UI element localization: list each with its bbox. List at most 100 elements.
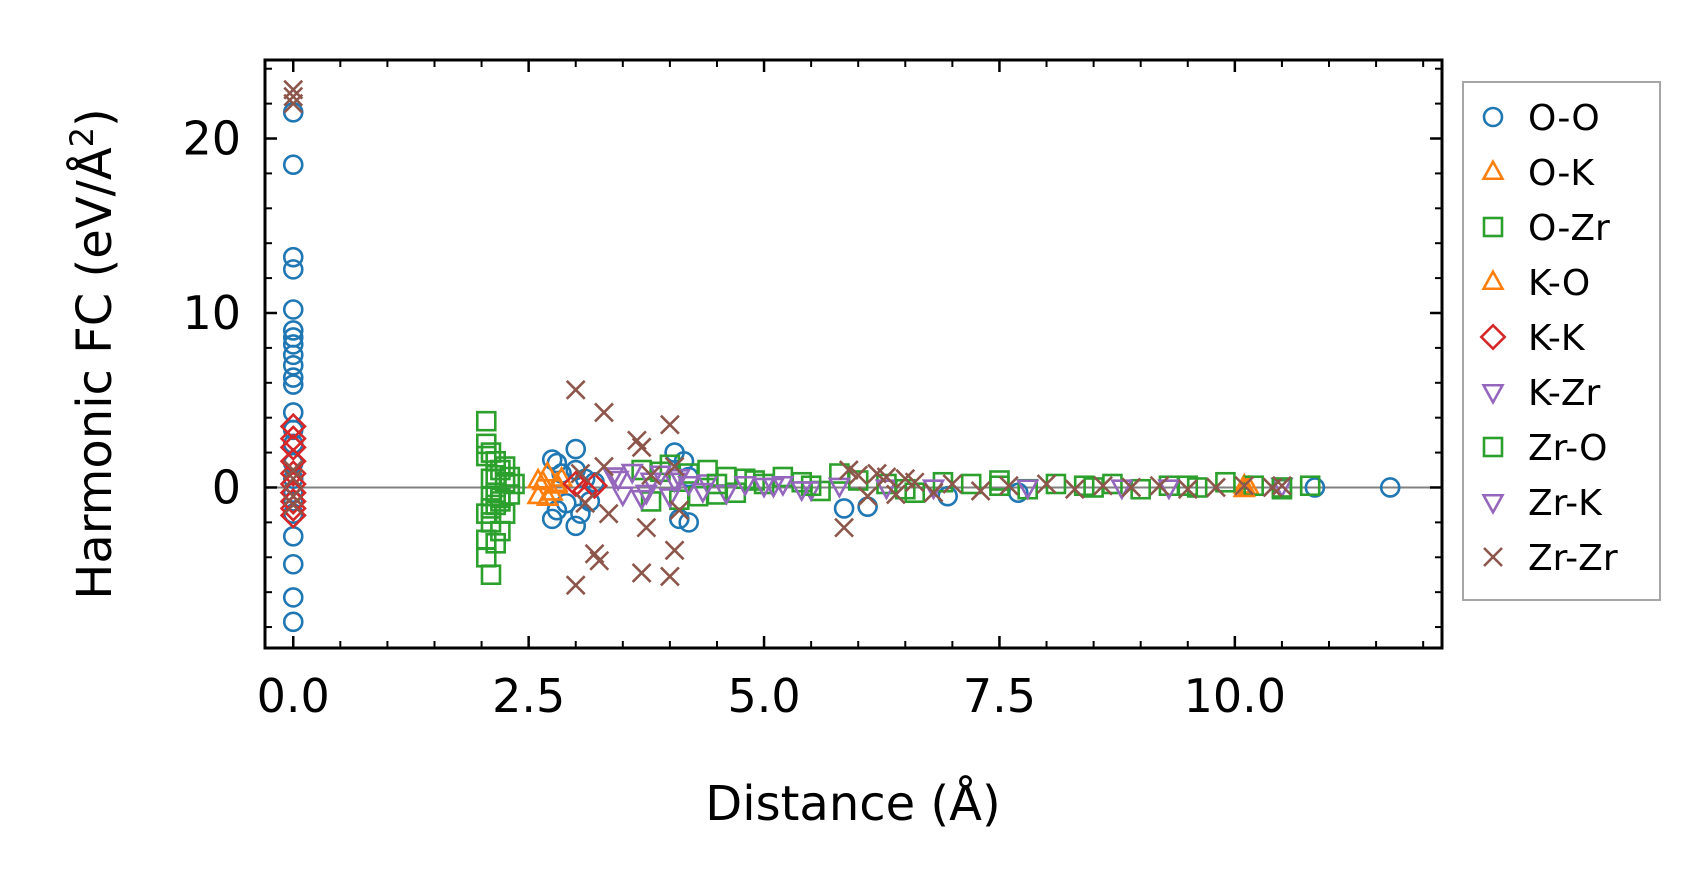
legend-label: K-O (1528, 263, 1590, 304)
legend-item-o-k: O-K (1481, 153, 1595, 194)
series-k-o (526, 467, 1256, 506)
point-k-zr (611, 486, 635, 508)
legend-item-o-zr: O-Zr (1482, 208, 1610, 249)
point-zr-zr (631, 437, 652, 458)
point-zr-zr (1234, 475, 1255, 496)
point-o-o (565, 438, 587, 460)
axes-layer (263, 58, 1444, 650)
ticks-layer: 0.0 2.5 5.0 7.5 10.0 0 10 20 (182, 60, 1442, 723)
point-o-zr (475, 410, 497, 432)
point-zr-zr (565, 379, 586, 400)
point-o-o (282, 374, 304, 395)
y-axis-title-main: Harmonic FC (eV/Å (66, 147, 123, 600)
point-k-zr (733, 475, 757, 498)
series-zr-o (475, 445, 1293, 519)
point-zr-o (490, 487, 511, 509)
point-zr-zr (1272, 475, 1292, 496)
point-k-zr (629, 489, 654, 511)
legend-marker-o-zr (1482, 216, 1504, 238)
point-zr-zr (1064, 479, 1085, 500)
point-o-o (282, 246, 304, 268)
point-o-o (282, 259, 304, 280)
point-zr-zr (1121, 477, 1142, 498)
legend-label: Zr-Zr (1528, 538, 1618, 579)
point-k-o (535, 484, 560, 506)
point-zr-zr (664, 456, 685, 477)
legend-label: O-K (1528, 153, 1595, 194)
legend-item-zr-zr: Zr-Zr (1483, 538, 1618, 579)
point-zr-zr (631, 563, 652, 583)
point-zr-zr (998, 475, 1019, 496)
point-k-o (1232, 476, 1256, 498)
point-k-zr (1016, 479, 1040, 501)
y-axis-title: Harmonic FC (eV/Å2) (63, 108, 123, 600)
point-zr-zr (876, 467, 897, 487)
legend-marker-k-k (1479, 323, 1507, 351)
point-k-o (545, 472, 569, 494)
point-zr-zr (1177, 479, 1198, 500)
x-tick-label: 2.5 (492, 669, 565, 723)
point-o-o (282, 553, 304, 575)
point-zr-zr (669, 500, 690, 521)
legend-marker-o-o (1482, 106, 1504, 128)
point-k-zr (658, 488, 682, 510)
point-zr-zr (885, 484, 906, 505)
point-zr-zr (283, 468, 304, 489)
series-zr-k (606, 470, 1181, 506)
legend-marker-k-o (1481, 268, 1505, 291)
legend-label: K-Zr (1528, 373, 1600, 414)
legend-marker-zr-k (1481, 493, 1505, 516)
point-k-zr (1110, 479, 1134, 501)
point-zr-k (662, 472, 687, 494)
x-tick-label: 10.0 (1184, 669, 1286, 723)
point-zr-zr (1149, 475, 1170, 496)
point-o-o (678, 512, 700, 533)
legend-label: O-O (1528, 98, 1600, 139)
legend-item-o-o: O-O (1482, 98, 1600, 139)
point-zr-zr (283, 93, 304, 114)
legend: O-O O-K O-Zr K-O K-K K-Zr Zr-O Zr-K Zr-Zr (1462, 81, 1661, 601)
point-o-k (535, 460, 560, 482)
point-k-k (581, 472, 609, 500)
legend-item-k-o: K-O (1481, 263, 1590, 304)
point-o-o (541, 449, 563, 470)
point-o-zr (480, 564, 502, 586)
point-zr-zr (857, 486, 878, 507)
legend-label: K-K (1528, 318, 1586, 359)
point-o-o (282, 611, 304, 633)
legend-item-zr-k: Zr-K (1481, 483, 1603, 524)
point-zr-zr (970, 481, 991, 501)
point-k-zr (601, 467, 626, 489)
point-zr-o (494, 471, 516, 493)
point-o-o (282, 154, 304, 175)
point-o-o (282, 587, 304, 608)
point-zr-k (606, 470, 630, 492)
point-zr-zr (848, 465, 869, 486)
x-axis-title: Distance (Å) (705, 775, 1000, 832)
legend-label: Zr-O (1528, 428, 1608, 469)
legend-item-k-k: K-K (1479, 318, 1586, 359)
point-zr-zr (1206, 477, 1226, 498)
y-tick-label: 10 (182, 286, 241, 340)
point-k-k (279, 412, 307, 440)
point-o-o (282, 320, 304, 341)
legend-label: Zr-K (1528, 483, 1603, 524)
point-k-zr (827, 477, 852, 499)
point-zr-zr (283, 86, 304, 107)
plot-frame (263, 58, 1444, 650)
y-axis-title-superscript: 2 (63, 127, 101, 147)
legend-label: O-Zr (1528, 208, 1610, 249)
point-o-zr (1299, 475, 1321, 497)
point-zr-k (691, 482, 715, 505)
point-zr-zr (565, 575, 586, 596)
point-o-o (282, 491, 304, 512)
point-zr-zr (1036, 474, 1057, 494)
point-zr-zr (594, 402, 614, 423)
point-zr-zr (283, 460, 304, 480)
point-zr-k (761, 477, 786, 499)
point-zr-k (634, 484, 659, 506)
point-o-o (282, 299, 304, 320)
point-zr-zr (838, 460, 859, 480)
legend-marker-o-k (1481, 158, 1505, 181)
